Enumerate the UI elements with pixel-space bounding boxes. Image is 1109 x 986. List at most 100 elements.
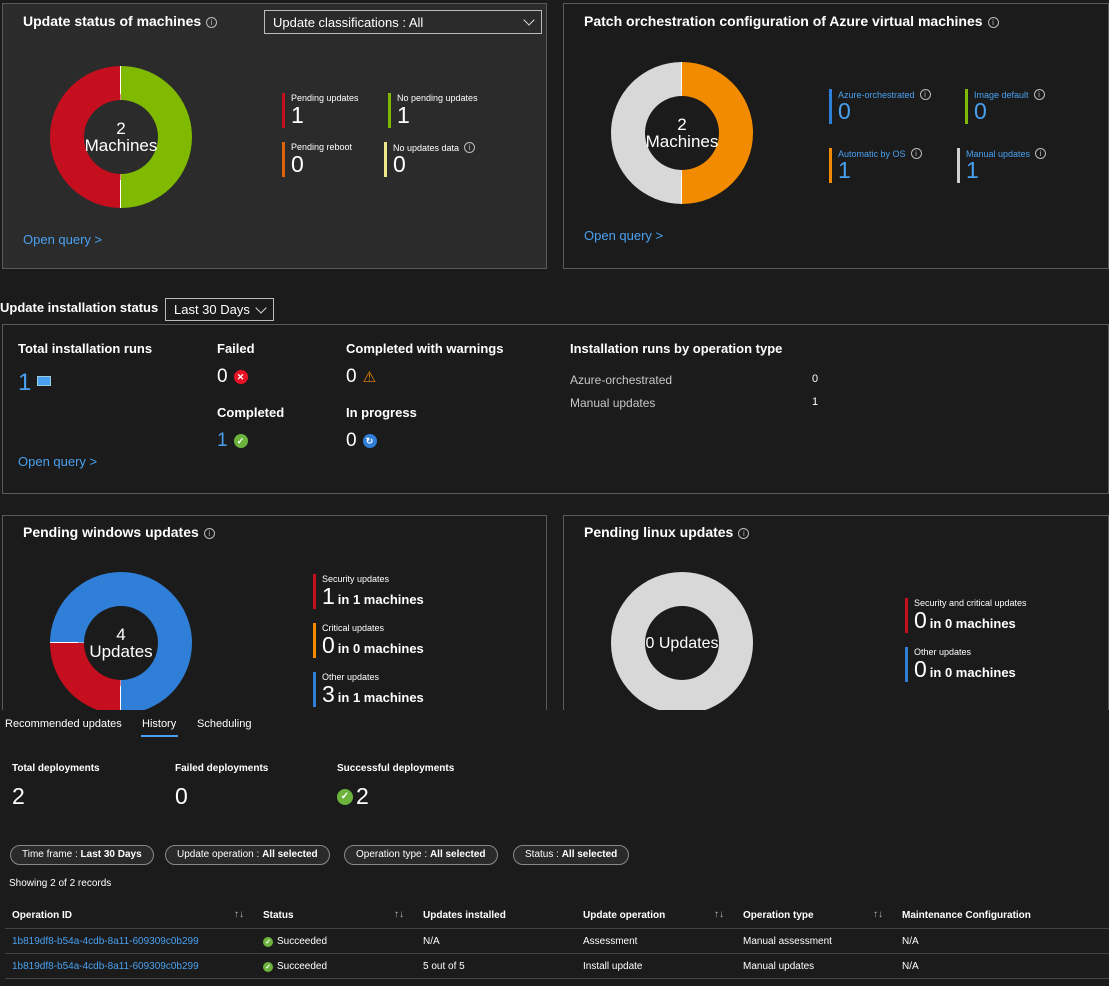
patch-orchestration-title: Patch orchestration configuration of Azu… xyxy=(584,13,999,29)
column-header-updates-installed[interactable]: Updates installed xyxy=(423,910,506,921)
filter-time-frame[interactable]: Time frame : Last 30 Days xyxy=(10,845,154,865)
operation-type-cell: Manual updates xyxy=(743,961,815,972)
sort-icon[interactable]: ↑↓ xyxy=(394,909,404,920)
operation-id-link[interactable]: 1b819df8-b54a-4cdb-8a11-609309c0b299 xyxy=(12,936,199,947)
monitor-icon xyxy=(37,376,52,386)
update-classifications-dropdown[interactable]: Update classifications : All xyxy=(264,10,542,34)
info-icon[interactable]: i xyxy=(206,17,218,28)
completed-label: Completed xyxy=(217,405,285,420)
table-row-divider xyxy=(5,978,1109,979)
status-cell: ✓ Succeeded xyxy=(263,936,327,947)
in-progress-value: 0 ↻ xyxy=(346,430,377,452)
info-icon[interactable]: i xyxy=(987,17,999,28)
windows-updates-donut: 4 Updates xyxy=(50,572,192,714)
donut-count: 4 xyxy=(116,625,126,644)
warning-icon: ⚠ xyxy=(362,369,377,386)
donut-count: 2 xyxy=(677,115,687,134)
info-icon[interactable]: i xyxy=(203,528,215,539)
update-status-title: Update status of machines i xyxy=(23,13,218,29)
open-query-link[interactable]: Open query > xyxy=(23,232,103,247)
tab-scheduling[interactable]: Scheduling xyxy=(197,718,252,730)
total-runs-label: Total installation runs xyxy=(18,341,153,356)
failed-deployments-value: 0 xyxy=(175,783,188,809)
success-icon: ✓ xyxy=(263,961,273,972)
successful-deployments-value: ✓ 2 xyxy=(337,783,369,810)
updates-installed-cell: 5 out of 5 xyxy=(423,961,465,972)
table-row-divider xyxy=(5,953,1109,954)
linux-updates-title: Pending linux updates i xyxy=(584,524,750,540)
patch-orchestration-card: Patch orchestration configuration of Azu… xyxy=(563,3,1109,269)
update-operation-cell: Assessment xyxy=(583,936,638,947)
patch-orchestration-donut: 2 Machines xyxy=(611,62,753,204)
warnings-label: Completed with warnings xyxy=(346,341,504,356)
update-operation-cell: Install update xyxy=(583,961,643,972)
successful-deployments-label: Successful deployments xyxy=(337,763,455,774)
operation-id-link[interactable]: 1b819df8-b54a-4cdb-8a11-609309c0b299 xyxy=(12,961,199,972)
donut-unit: Machines xyxy=(84,136,158,155)
history-panel: Recommended updates History Scheduling T… xyxy=(0,710,1109,986)
windows-updates-card: Pending windows updates i 4 Updates Securi… xyxy=(2,515,547,715)
failed-value: 0 ✕ xyxy=(217,366,248,388)
sort-icon[interactable]: ↑↓ xyxy=(234,909,244,920)
open-query-link[interactable]: Open query > xyxy=(18,454,98,469)
sync-icon: ↻ xyxy=(362,434,377,448)
info-icon[interactable]: i xyxy=(919,89,931,100)
info-icon[interactable]: i xyxy=(1035,148,1047,159)
updates-installed-cell: N/A xyxy=(423,936,440,947)
runs-by-type-title: Installation runs by operation type xyxy=(570,341,783,356)
failed-deployments-label: Failed deployments xyxy=(175,763,269,774)
info-icon[interactable]: i xyxy=(1033,89,1045,100)
column-header-status[interactable]: Status xyxy=(263,910,294,921)
table-header-divider xyxy=(5,928,1109,929)
warnings-value: 0 ⚠ xyxy=(346,366,377,387)
installation-status-title: Update installation status xyxy=(0,300,159,315)
column-header-maintenance-configuration[interactable]: Maintenance Configuration xyxy=(902,910,1031,921)
success-icon: ✓ xyxy=(263,936,273,947)
filter-status[interactable]: Status : All selected xyxy=(513,845,630,865)
success-icon: ✓ xyxy=(233,434,248,448)
chevron-down-icon xyxy=(523,14,535,26)
total-runs-value: 1 xyxy=(18,369,52,397)
sort-icon[interactable]: ↑↓ xyxy=(714,909,724,920)
total-deployments-value: 2 xyxy=(12,783,25,809)
completed-value: 1 ✓ xyxy=(217,430,248,452)
update-status-card: Update status of machines i Update classi… xyxy=(2,3,547,269)
donut-count: 2 xyxy=(116,119,126,138)
total-deployments-label: Total deployments xyxy=(12,763,100,774)
runs-by-type-label: Azure-orchestrated xyxy=(570,373,673,387)
records-count: Showing 2 of 2 records xyxy=(9,878,112,889)
maintenance-configuration-cell: N/A xyxy=(902,936,919,947)
sort-icon[interactable]: ↑↓ xyxy=(873,909,883,920)
timeframe-dropdown[interactable]: Last 30 Days xyxy=(165,298,274,321)
active-tab-indicator xyxy=(141,735,178,737)
runs-by-type-value: 0 xyxy=(812,373,819,385)
info-icon[interactable]: i xyxy=(738,528,750,539)
chevron-down-icon xyxy=(255,301,267,314)
windows-updates-title: Pending windows updates i xyxy=(23,524,215,540)
update-status-donut: 2 Machines xyxy=(50,66,192,208)
tab-history[interactable]: History xyxy=(142,718,177,730)
linux-updates-donut: 0 Updates xyxy=(611,572,753,714)
donut-unit: Updates xyxy=(89,642,153,661)
failed-label: Failed xyxy=(217,341,255,356)
runs-by-type-value: 1 xyxy=(812,396,819,408)
filter-update-operation[interactable]: Update operation : All selected xyxy=(165,845,330,865)
info-icon[interactable]: i xyxy=(910,148,922,159)
donut-unit: Machines xyxy=(645,132,719,151)
in-progress-label: In progress xyxy=(346,405,417,420)
linux-updates-card: Pending linux updates i 0 Updates Securit… xyxy=(563,515,1109,715)
donut-label: 0 Updates xyxy=(645,634,719,652)
operation-type-cell: Manual assessment xyxy=(743,936,832,947)
open-query-link[interactable]: Open query > xyxy=(584,228,664,243)
column-header-operation-type[interactable]: Operation type xyxy=(743,910,814,921)
installation-card: Total installation runs 1 Failed 0 ✕ Com… xyxy=(2,324,1109,494)
column-header-update-operation[interactable]: Update operation xyxy=(583,910,666,921)
success-icon: ✓ xyxy=(337,788,353,805)
maintenance-configuration-cell: N/A xyxy=(902,961,919,972)
column-header-operation-id[interactable]: Operation ID xyxy=(12,910,73,921)
info-icon[interactable]: i xyxy=(464,142,476,153)
runs-by-type-label: Manual updates xyxy=(570,396,656,410)
filter-operation-type[interactable]: Operation type : All selected xyxy=(344,845,498,865)
error-icon: ✕ xyxy=(233,370,248,384)
tab-recommended-updates[interactable]: Recommended updates xyxy=(5,718,122,730)
